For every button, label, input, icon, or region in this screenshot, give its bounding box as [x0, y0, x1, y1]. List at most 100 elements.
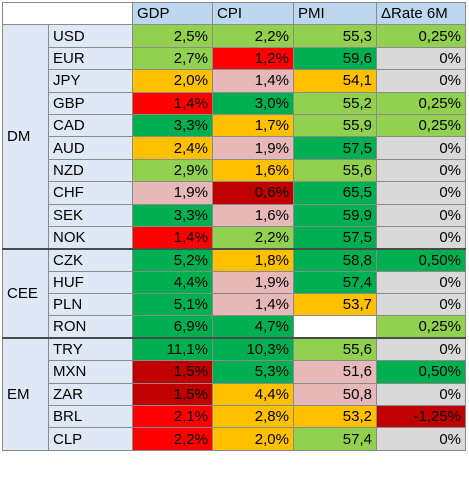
cell-cpi: 1,9% [212, 136, 294, 160]
cell-cpi: 4,4% [212, 382, 294, 407]
cell-pmi: 59,6 [293, 46, 377, 71]
table-row: BRL 2,1% 2,8% 53,2 -1,25% [3, 405, 466, 429]
cell-rate: 0% [376, 225, 466, 250]
table-row: EUR 2,7% 1,2% 59,6 0% [3, 46, 466, 71]
cell-rate: 0% [376, 337, 466, 362]
cell-pmi: 55,9 [293, 113, 377, 138]
cell-gdp: 1,5% [132, 360, 213, 384]
cell-rate: 0% [376, 270, 466, 295]
currency-label: CZK [48, 248, 133, 272]
currency-label: PLN [48, 293, 133, 317]
table-row: CEE CZK 5,2% 1,8% 58,8 0,50% [2, 248, 466, 340]
cell-pmi: 57,4 [293, 427, 377, 451]
cell-rate: 0,50% [376, 248, 466, 272]
currency-label: HUF [48, 270, 133, 295]
cell-gdp: 1,4% [132, 91, 213, 115]
cell-rate: 0% [376, 382, 466, 407]
cell-gdp: 2,7% [132, 46, 213, 71]
corner-cell [2, 1, 133, 26]
currency-label: CLP [48, 427, 133, 451]
cell-gdp: 11,1% [132, 337, 213, 362]
table-row: JPY 2,0% 1,4% 54,1 0% [3, 69, 466, 93]
cell-cpi: 2,2% [212, 24, 294, 48]
table-row: NOK 1,4% 2,2% 57,5 0% [3, 225, 466, 250]
currency-label: TRY [48, 337, 133, 362]
cell-cpi: 0,6% [212, 181, 294, 205]
cell-pmi: 55,6 [293, 158, 377, 183]
currency-label: RON [48, 315, 133, 340]
cell-rate: 0,25% [376, 315, 466, 340]
cell-pmi: 59,9 [293, 203, 377, 227]
currency-label: EUR [48, 46, 133, 71]
table-row: CHF 1,9% 0,6% 65,5 0% [3, 181, 466, 205]
table-row: ZAR 1,5% 4,4% 50,8 0% [3, 382, 466, 407]
cell-rate: 0% [376, 158, 466, 183]
table-row: CLP 2,2% 2,0% 57,4 0% [3, 427, 466, 451]
header-row: GDP CPI PMI ΔRate 6M [2, 1, 466, 26]
cell-gdp: 2,4% [132, 136, 213, 160]
currency-label: BRL [48, 405, 133, 429]
cell-pmi: 53,2 [293, 405, 377, 429]
cell-pmi: 55,3 [293, 24, 377, 48]
currency-label: AUD [48, 136, 133, 160]
table-row: NZD 2,9% 1,6% 55,6 0% [3, 158, 466, 183]
table-row: AUD 2,4% 1,9% 57,5 0% [3, 136, 466, 160]
cell-rate: 0% [376, 136, 466, 160]
cell-cpi: 2,8% [212, 405, 294, 429]
cell-gdp: 3,3% [132, 113, 213, 138]
cell-pmi: 57,5 [293, 136, 377, 160]
currency-label: ZAR [48, 382, 133, 407]
cell-pmi: 58,8 [293, 248, 377, 272]
cell-cpi: 3,0% [212, 91, 294, 115]
cell-pmi: 65,5 [293, 181, 377, 205]
cell-gdp: 1,5% [132, 382, 213, 407]
cell-cpi: 1,9% [212, 270, 294, 295]
cell-gdp: 2,1% [132, 405, 213, 429]
cell-pmi: 53,7 [293, 293, 377, 317]
cell-gdp: 6,9% [132, 315, 213, 340]
cell-gdp: 1,9% [132, 181, 213, 205]
currency-label: MXN [48, 360, 133, 384]
cell-cpi: 1,8% [212, 248, 294, 272]
cell-cpi: 4,7% [212, 315, 294, 340]
cell-gdp: 4,4% [132, 270, 213, 295]
cell-pmi: 57,4 [293, 270, 377, 295]
heatmap-table: GDP CPI PMI ΔRate 6M DM USD 2,5% 2,2% 55,3 0,… [2, 1, 466, 451]
currency-label: NZD [48, 158, 133, 183]
cell-pmi [293, 315, 377, 340]
group-label: EM [2, 337, 49, 451]
group-label: DM [2, 24, 49, 250]
cell-cpi: 2,0% [212, 427, 294, 451]
table-row: HUF 4,4% 1,9% 57,4 0% [3, 270, 466, 295]
table-row: CAD 3,3% 1,7% 55,9 0,25% [3, 113, 466, 138]
cell-cpi: 1,4% [212, 69, 294, 93]
column-header-pmi: PMI [293, 1, 377, 26]
cell-pmi: 55,2 [293, 91, 377, 115]
column-header-gdp: GDP [132, 1, 213, 26]
cell-cpi: 1,6% [212, 158, 294, 183]
column-header-rate: ΔRate 6M [376, 1, 466, 26]
cell-cpi: 1,7% [212, 113, 294, 138]
currency-label: NOK [48, 225, 133, 250]
cell-rate: 0% [376, 293, 466, 317]
currency-label: SEK [48, 203, 133, 227]
table-row: MXN 1,5% 5,3% 51,6 0,50% [3, 360, 466, 384]
cell-gdp: 5,2% [132, 248, 213, 272]
cell-rate: 0% [376, 69, 466, 93]
cell-pmi: 51,6 [293, 360, 377, 384]
cell-cpi: 5,3% [212, 360, 294, 384]
cell-rate: 0,50% [376, 360, 466, 384]
cell-pmi: 54,1 [293, 69, 377, 93]
cell-gdp: 2,5% [132, 24, 213, 48]
cell-cpi: 10,3% [212, 337, 294, 362]
cell-rate: 0,25% [376, 24, 466, 48]
group-label: CEE [2, 248, 49, 340]
cell-pmi: 57,5 [293, 225, 377, 250]
table-row: EM TRY 11,1% 10,3% 55,6 0% [2, 337, 466, 451]
table-row: SEK 3,3% 1,6% 59,9 0% [3, 203, 466, 227]
currency-label: JPY [48, 69, 133, 93]
cell-rate: 0% [376, 46, 466, 71]
cell-gdp: 5,1% [132, 293, 213, 317]
cell-gdp: 3,3% [132, 203, 213, 227]
cell-pmi: 50,8 [293, 382, 377, 407]
